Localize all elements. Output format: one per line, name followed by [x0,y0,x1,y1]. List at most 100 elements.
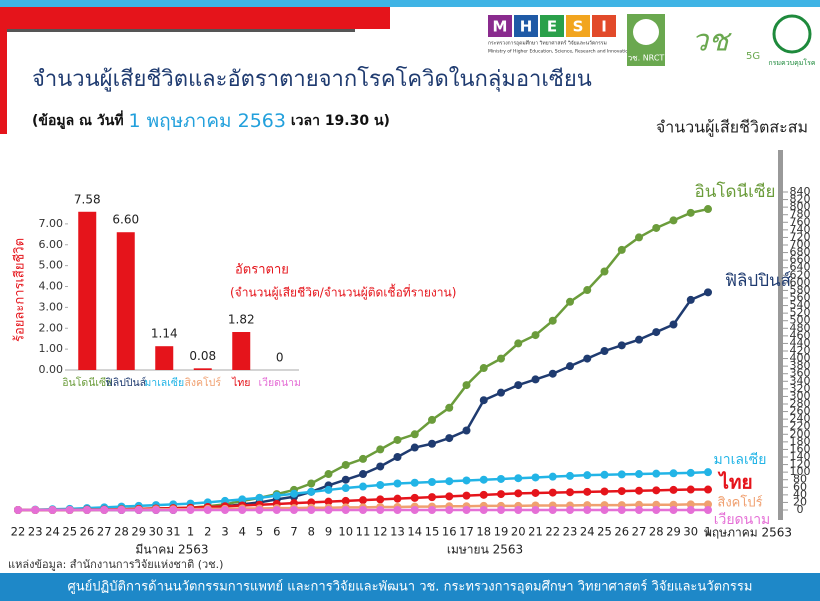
month-label: มีนาคม 2563 [135,543,208,557]
data-point [290,506,298,514]
logo-text: กรมควบคุมโรค [768,58,815,67]
x-tick-label: 11 [356,525,371,539]
y-tick-label: 0.00 [39,363,64,376]
x-tick-label: 1 [704,525,711,539]
data-point [548,506,557,514]
data-point [307,479,316,488]
x-tick-label: 20 [511,525,526,539]
data-point [704,205,712,214]
data-point [479,490,488,499]
data-point [410,506,419,514]
month-label: พฤษภาคม 2563 [704,526,792,540]
logo-letter: E [547,18,557,36]
data-point [359,496,367,505]
data-point [531,473,540,482]
y-tick-label: 820 [790,193,811,206]
data-point [479,364,488,373]
data-point [548,369,557,378]
data-point [652,486,661,495]
data-point [531,375,540,384]
data-point [410,430,419,439]
y-tick-label: 120 [790,458,811,471]
x-tick-label: ฟิลิปปินส์ [105,376,146,389]
data-point [410,443,419,452]
y-axis-line [778,150,783,520]
logo-box [488,15,512,37]
logo-text: 5G [746,51,760,62]
data-point [186,506,195,514]
bar-value-label: 1.82 [228,313,255,327]
data-point [686,295,695,304]
data-point [410,478,419,487]
data-point [652,469,661,478]
x-tick-label: 31 [166,525,181,539]
bar-value-label: 0.08 [189,349,216,363]
data-point [428,506,436,514]
data-point [428,415,436,424]
x-tick-label: 21 [528,525,543,539]
data-point [652,223,661,232]
month-label: เมษายน 2563 [447,543,523,557]
y-tick-label: 6.00 [39,238,64,251]
data-point [497,490,505,499]
x-tick-label: 2 [204,525,211,539]
x-tick-label: 17 [459,525,474,539]
x-tick-label: 29 [666,525,681,539]
data-point [635,506,643,514]
data-point [617,245,626,254]
inset-annotation-title: อัตราตาย [235,263,289,278]
data-point [428,477,436,486]
data-point [635,335,643,344]
data-point [583,506,592,514]
data-point [583,471,592,480]
x-tick-label: 16 [442,525,457,539]
data-point [272,491,281,500]
side-band [0,29,7,134]
data-point [83,506,91,514]
y-tick-label: 0 [797,503,804,516]
x-tick-label: 5 [256,525,263,539]
bar [78,211,97,370]
y-tick-label: 600 [790,276,811,289]
data-point [704,506,712,514]
data-point [462,491,471,500]
y-tick-label: 540 [790,299,811,312]
data-point [497,354,505,363]
data-point [445,477,454,486]
data-point [341,506,350,514]
data-point [462,426,471,435]
y-axis-title: จำนวนผู้เสียชีวิตสะสม [656,118,808,138]
x-tick-label: 1 [187,525,194,539]
data-point [514,474,523,483]
data-point [428,439,436,448]
logo-box [566,15,590,37]
data-point [617,506,626,514]
x-tick-label: 23 [563,525,578,539]
bar-value-label: 1.14 [151,327,178,341]
data-point [617,470,626,479]
y-tick-label: 440 [790,336,811,349]
x-tick-label: 30 [149,525,164,539]
data-point [669,469,678,478]
data-point [652,506,661,514]
y-tick-label: 240 [790,412,811,425]
data-point [686,485,695,494]
data-point [255,493,264,502]
data-point [686,506,695,514]
y-tick-label: 140 [790,450,811,463]
series-label: ไทย [717,471,752,494]
gray-band [0,29,355,32]
data-point [324,497,333,506]
bar-value-label: 7.58 [74,192,101,206]
data-point [324,470,333,479]
x-tick-label: 28 [114,525,129,539]
data-point [376,462,385,471]
mhesi-logo: M H E S I กระทรวงการอุดมศึกษา วิทยาศาสตร… [488,15,631,55]
data-point [65,506,74,514]
footer: ศูนย์ปฏิบัติการด้านนวัตกรรมการแพทย์ และก… [68,579,753,595]
data-point [583,354,592,363]
data-point [600,506,609,514]
y-tick-label: 60 [793,480,807,493]
data-point [600,347,609,355]
